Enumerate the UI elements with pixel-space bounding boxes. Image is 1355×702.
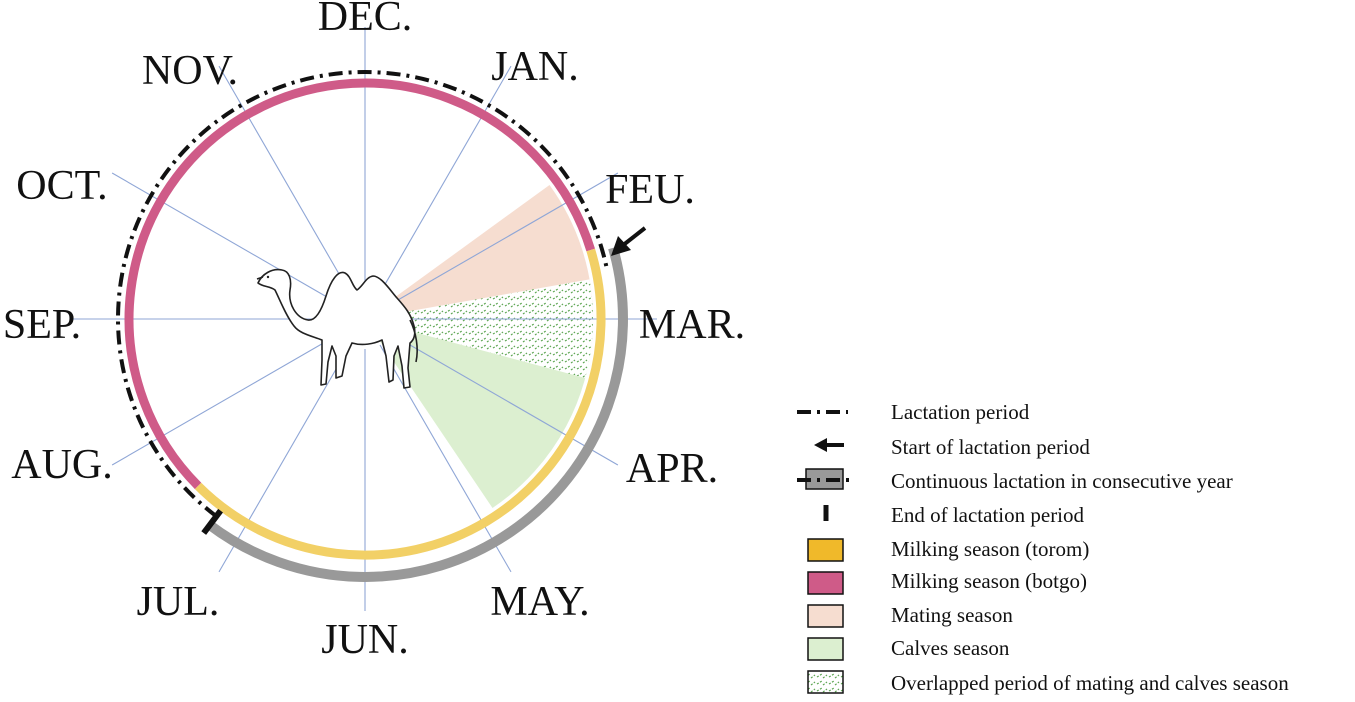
botgo-milking-arc [124,78,596,490]
legend-label: Calves season [891,636,1010,660]
legend-label: Overlapped period of mating and calves s… [891,671,1289,695]
month-label-mar: MAR. [639,302,745,348]
legend-item-overlap: Overlapped period of mating and calves s… [807,670,1289,695]
legend-label: Start of lactation period [891,435,1090,459]
continuous-lactation-arc [206,246,628,582]
legend-item-start: Start of lactation period [814,435,1090,459]
legend-item-end: End of lactation period [823,503,1085,527]
legend-label: Milking season (torom) [891,537,1089,561]
month-label-jun: JUN. [321,617,409,663]
spoke-nov [218,65,351,294]
spoke-apr [390,333,619,466]
month-label-dec: DEC. [318,0,413,40]
legend-item-mating: Mating season [807,603,1013,628]
torom-milking-arc [194,248,606,560]
spoke-may [379,344,512,573]
start-of-lactation-arrow-icon [611,226,647,256]
month-label-sep: SEP. [3,302,81,348]
legend-item-calves: Calves season [807,636,1010,661]
month-labels: DEC. JAN. FEU. MAR. APR. MAY. JUN. JUL. AUG. SEP.… [3,0,745,663]
month-label-may: MAY. [490,579,589,625]
camel-icon [256,268,418,389]
legend-item-continuous: Continuous lactation in consecutive year [797,468,1233,493]
month-label-oct: OCT. [16,163,107,209]
end-of-lactation-mark [201,508,223,535]
month-label-feb: FEU. [605,167,695,213]
calves-season-wedge [365,319,593,508]
spoke-jul [218,344,351,573]
month-label-jul: JUL. [137,579,220,625]
legend-label: Mating season [891,603,1013,627]
overlap-season-wedge [365,279,593,378]
lactation-period-arc [116,70,609,518]
legend-item-lactation: Lactation period [797,400,1030,424]
legend-label: End of lactation period [891,503,1085,527]
month-label-aug: AUG. [11,442,113,488]
legend-label: Continuous lactation in consecutive year [891,469,1233,493]
legend-item-botgo: Milking season (botgo) [807,569,1087,595]
legend-label: Milking season (botgo) [891,569,1087,593]
legend-label: Lactation period [891,400,1030,424]
month-label-jan: JAN. [491,44,579,90]
legend: Lactation period Start of lactation peri… [797,400,1289,695]
arrow-left-icon [814,438,827,452]
month-label-nov: NOV. [142,48,238,94]
legend-item-torom: Milking season (torom) [807,537,1089,562]
month-label-apr: APR. [626,446,718,492]
